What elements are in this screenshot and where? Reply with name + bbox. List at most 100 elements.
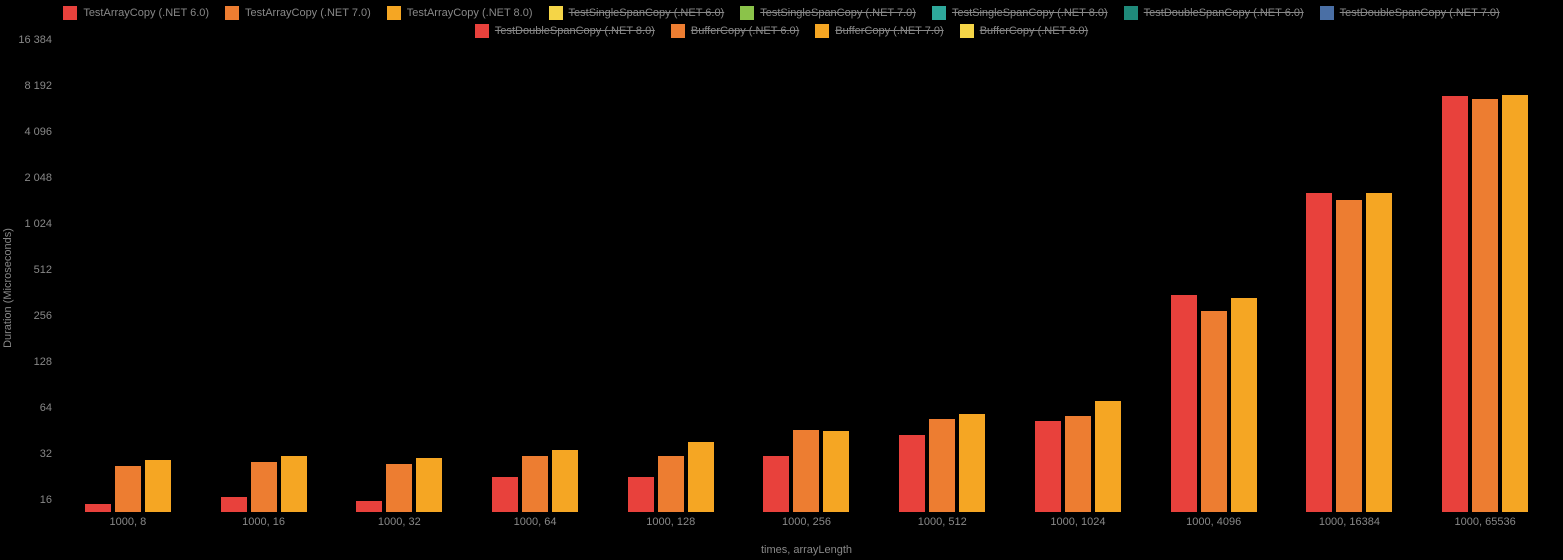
bar[interactable]: [1095, 401, 1121, 512]
bar[interactable]: [688, 442, 714, 512]
bar-group: [1417, 52, 1553, 512]
legend-item[interactable]: TestDoubleSpanCopy (.NET 6.0): [1124, 6, 1304, 20]
x-tick-label: 1000, 4096: [1186, 516, 1241, 528]
y-tick-label: 16 384: [18, 34, 52, 46]
y-tick-label: 256: [34, 310, 52, 322]
legend-label: BufferCopy (.NET 7.0): [835, 25, 943, 37]
legend-swatch: [225, 6, 239, 20]
bar[interactable]: [416, 458, 442, 512]
bar[interactable]: [763, 456, 789, 512]
legend-label: TestArrayCopy (.NET 6.0): [83, 7, 209, 19]
y-tick-label: 64: [40, 402, 52, 414]
legend-item[interactable]: TestSingleSpanCopy (.NET 6.0): [549, 6, 725, 20]
bar[interactable]: [628, 477, 654, 512]
bar[interactable]: [1035, 421, 1061, 512]
bar[interactable]: [1065, 416, 1091, 512]
legend-label: BufferCopy (.NET 6.0): [691, 25, 799, 37]
legend-item[interactable]: TestArrayCopy (.NET 7.0): [225, 6, 371, 20]
bar[interactable]: [492, 477, 518, 512]
bar[interactable]: [959, 414, 985, 512]
legend-item[interactable]: BufferCopy (.NET 6.0): [671, 24, 799, 38]
chart-container: TestArrayCopy (.NET 6.0) TestArrayCopy (.…: [0, 0, 1563, 560]
legend-label: TestDoubleSpanCopy (.NET 6.0): [1144, 7, 1304, 19]
legend-item[interactable]: BufferCopy (.NET 7.0): [815, 24, 943, 38]
x-tick-label: 1000, 256: [782, 516, 831, 528]
bar[interactable]: [356, 501, 382, 512]
y-tick-label: 16: [40, 494, 52, 506]
bar[interactable]: [1201, 311, 1227, 512]
bar[interactable]: [1336, 200, 1362, 512]
legend-swatch: [671, 24, 685, 38]
legend-swatch: [387, 6, 401, 20]
bar-group: [331, 52, 467, 512]
bar[interactable]: [1171, 295, 1197, 512]
y-axis: Duration (Microseconds) 1632641282565121…: [0, 52, 60, 512]
legend-swatch: [932, 6, 946, 20]
bar[interactable]: [251, 462, 277, 512]
y-tick-label: 32: [40, 448, 52, 460]
legend-item[interactable]: TestSingleSpanCopy (.NET 8.0): [932, 6, 1108, 20]
legend-item[interactable]: TestArrayCopy (.NET 8.0): [387, 6, 533, 20]
bar[interactable]: [115, 466, 141, 512]
bar-group: [1146, 52, 1282, 512]
legend-swatch: [1320, 6, 1334, 20]
bar[interactable]: [552, 450, 578, 512]
legend-item[interactable]: TestArrayCopy (.NET 6.0): [63, 6, 209, 20]
legend-item[interactable]: TestDoubleSpanCopy (.NET 8.0): [475, 24, 655, 38]
bar[interactable]: [1442, 96, 1468, 512]
bar[interactable]: [85, 504, 111, 512]
y-tick-label: 2 048: [24, 172, 52, 184]
legend-label: TestArrayCopy (.NET 7.0): [245, 7, 371, 19]
legend-label: BufferCopy (.NET 8.0): [980, 25, 1088, 37]
y-tick-label: 1 024: [24, 218, 52, 230]
legend-swatch: [1124, 6, 1138, 20]
legend-item[interactable]: BufferCopy (.NET 8.0): [960, 24, 1088, 38]
bar[interactable]: [522, 456, 548, 512]
bar-group: [196, 52, 332, 512]
bar[interactable]: [1366, 193, 1392, 512]
legend-swatch: [740, 6, 754, 20]
legend: TestArrayCopy (.NET 6.0) TestArrayCopy (.…: [0, 0, 1563, 42]
legend-swatch: [960, 24, 974, 38]
bar-group: [1010, 52, 1146, 512]
x-tick-label: 1000, 512: [918, 516, 967, 528]
bar[interactable]: [929, 419, 955, 512]
y-tick-label: 128: [34, 356, 52, 368]
bar-group: [1282, 52, 1418, 512]
bar[interactable]: [221, 497, 247, 512]
legend-swatch: [475, 24, 489, 38]
legend-item[interactable]: TestDoubleSpanCopy (.NET 7.0): [1320, 6, 1500, 20]
legend-label: TestSingleSpanCopy (.NET 7.0): [760, 7, 916, 19]
legend-label: TestDoubleSpanCopy (.NET 7.0): [1340, 7, 1500, 19]
plot-area: [60, 52, 1553, 512]
x-axis: times, arrayLength 1000, 8 1000, 16 1000, …: [60, 512, 1553, 560]
bar[interactable]: [1472, 99, 1498, 512]
legend-swatch: [549, 6, 563, 20]
legend-item[interactable]: TestSingleSpanCopy (.NET 7.0): [740, 6, 916, 20]
legend-label: TestDoubleSpanCopy (.NET 8.0): [495, 25, 655, 37]
x-tick-label: 1000, 64: [514, 516, 557, 528]
bar[interactable]: [281, 456, 307, 512]
x-tick-label: 1000, 16: [242, 516, 285, 528]
legend-label: TestSingleSpanCopy (.NET 6.0): [569, 7, 725, 19]
bar-group: [467, 52, 603, 512]
bar-group: [874, 52, 1010, 512]
x-tick-label: 1000, 65536: [1455, 516, 1516, 528]
bar[interactable]: [386, 464, 412, 512]
bar[interactable]: [793, 430, 819, 512]
bar[interactable]: [1231, 298, 1257, 512]
x-tick-label: 1000, 8: [110, 516, 147, 528]
bar[interactable]: [1502, 95, 1528, 512]
y-tick-label: 4 096: [24, 126, 52, 138]
y-axis-title: Duration (Microseconds): [2, 228, 14, 348]
x-axis-title: times, arrayLength: [761, 544, 852, 556]
bar[interactable]: [145, 460, 171, 512]
bar[interactable]: [823, 431, 849, 512]
legend-swatch: [815, 24, 829, 38]
bar[interactable]: [658, 456, 684, 512]
bar[interactable]: [899, 435, 925, 512]
bar[interactable]: [1306, 193, 1332, 512]
x-tick-label: 1000, 16384: [1319, 516, 1380, 528]
x-tick-label: 1000, 1024: [1050, 516, 1105, 528]
y-tick-label: 8 192: [24, 80, 52, 92]
